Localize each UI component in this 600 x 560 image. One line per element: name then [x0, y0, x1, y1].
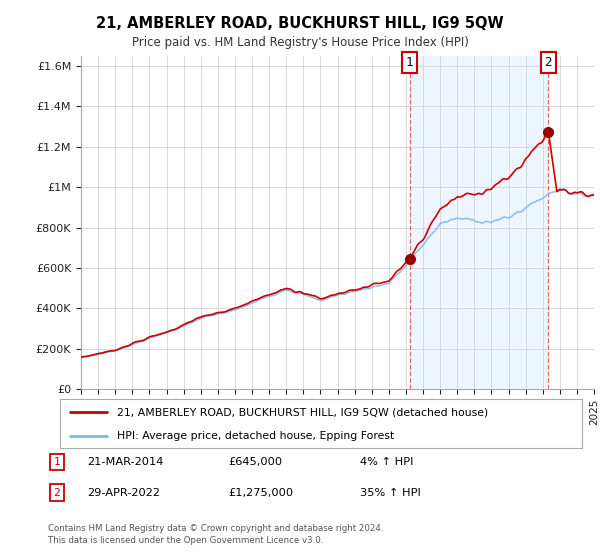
- Text: 21, AMBERLEY ROAD, BUCKHURST HILL, IG9 5QW (detached house): 21, AMBERLEY ROAD, BUCKHURST HILL, IG9 5…: [118, 407, 488, 417]
- Text: 2: 2: [53, 488, 61, 498]
- Text: 1: 1: [406, 56, 413, 69]
- Text: 29-APR-2022: 29-APR-2022: [87, 488, 160, 498]
- Text: 21, AMBERLEY ROAD, BUCKHURST HILL, IG9 5QW: 21, AMBERLEY ROAD, BUCKHURST HILL, IG9 5…: [96, 16, 504, 31]
- Text: 1: 1: [53, 457, 61, 467]
- Text: HPI: Average price, detached house, Epping Forest: HPI: Average price, detached house, Eppi…: [118, 431, 395, 441]
- Text: Price paid vs. HM Land Registry's House Price Index (HPI): Price paid vs. HM Land Registry's House …: [131, 36, 469, 49]
- Text: This data is licensed under the Open Government Licence v3.0.: This data is licensed under the Open Gov…: [48, 536, 323, 545]
- Text: £645,000: £645,000: [228, 457, 282, 467]
- Text: Contains HM Land Registry data © Crown copyright and database right 2024.: Contains HM Land Registry data © Crown c…: [48, 524, 383, 533]
- Text: £1,275,000: £1,275,000: [228, 488, 293, 498]
- Bar: [410, 56, 548, 389]
- Text: 2: 2: [545, 56, 552, 69]
- Text: 4% ↑ HPI: 4% ↑ HPI: [360, 457, 413, 467]
- Text: 21-MAR-2014: 21-MAR-2014: [87, 457, 163, 467]
- Text: 35% ↑ HPI: 35% ↑ HPI: [360, 488, 421, 498]
